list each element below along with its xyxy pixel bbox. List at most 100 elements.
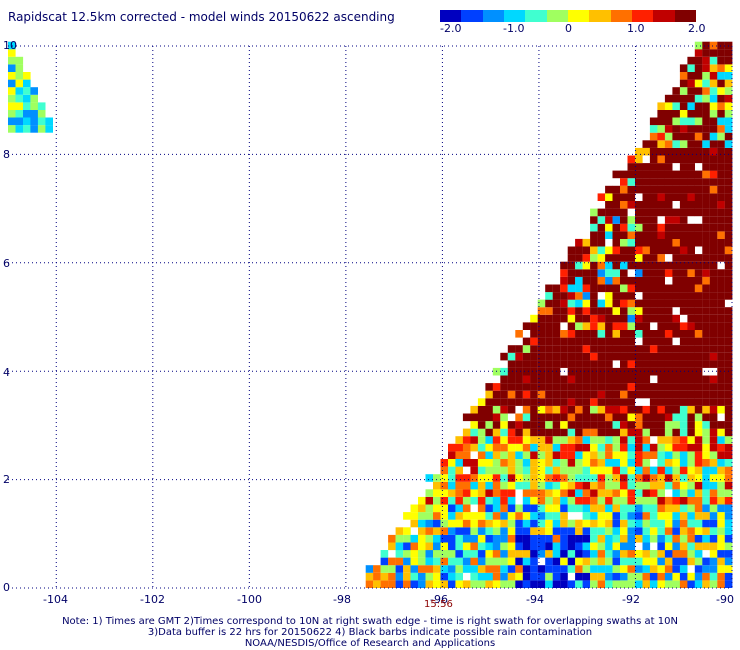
wind-cell [515, 459, 523, 467]
wind-cell [15, 109, 24, 118]
wind-cell [440, 527, 449, 535]
wind-cell [687, 238, 695, 247]
wind-cell [672, 170, 680, 179]
wind-cell [552, 443, 561, 452]
wind-cell [724, 216, 733, 224]
wind-cell [672, 512, 680, 520]
wind-cell [649, 504, 658, 513]
wind-cell [702, 246, 710, 255]
wind-cell [560, 375, 568, 384]
wind-cell [717, 443, 725, 452]
wind-cell [702, 269, 710, 277]
wind-cell [537, 504, 546, 513]
wind-cell [687, 345, 695, 353]
wind-cell [597, 254, 606, 262]
wind-cell [717, 557, 725, 566]
wind-cell [672, 360, 680, 368]
wind-cell [679, 519, 688, 528]
wind-cell [702, 580, 710, 588]
wind-cell [597, 269, 606, 277]
wind-cell [455, 496, 463, 505]
wind-cell [507, 405, 516, 414]
wind-cell [433, 572, 441, 581]
wind-cell [702, 125, 710, 133]
wind-cell [575, 345, 583, 353]
wind-cell [657, 542, 665, 551]
wind-cell [590, 307, 598, 315]
wind-cell [642, 261, 651, 270]
wind-cell [462, 436, 471, 444]
wind-cell [649, 246, 658, 255]
wind-cell [664, 185, 673, 194]
wind-cell [627, 459, 636, 467]
wind-cell [515, 360, 523, 368]
wind-cell [672, 352, 680, 361]
wind-cell [597, 428, 606, 437]
wind-cell [672, 481, 680, 490]
wind-cell [657, 398, 665, 406]
wind-cell [724, 201, 733, 209]
wind-cell [694, 132, 703, 141]
wind-cell [537, 428, 546, 437]
wind-cell [702, 117, 710, 126]
wind-cell [530, 322, 538, 330]
wind-cell [582, 314, 591, 323]
wind-cell [612, 390, 621, 399]
wind-cell [560, 527, 568, 535]
wind-cell [657, 413, 665, 422]
wind-cell [657, 421, 665, 429]
wind-cell [657, 405, 665, 414]
wind-cell [485, 421, 493, 429]
wind-cell [410, 572, 419, 581]
wind-cell [635, 352, 643, 361]
wind-cell [642, 223, 651, 232]
wind-cell [590, 246, 598, 255]
wind-cell [702, 147, 710, 156]
wind-cell [418, 572, 426, 581]
wind-cell [679, 481, 688, 490]
wind-cell [620, 496, 628, 505]
wind-cell [455, 451, 463, 459]
wind-cell [709, 481, 718, 490]
wind-cell [635, 428, 643, 437]
wind-cell [582, 246, 591, 255]
wind-cell [702, 565, 710, 573]
wind-cell [567, 428, 576, 437]
wind-cell [627, 223, 636, 232]
wind-cell [672, 299, 680, 308]
wind-cell [462, 534, 471, 543]
wind-cell [709, 178, 718, 186]
wind-cell [642, 580, 651, 588]
wind-cell [679, 79, 688, 88]
wind-cell [567, 345, 576, 353]
wind-cell [560, 474, 568, 482]
wind-cell [702, 140, 710, 148]
wind-cell [37, 125, 46, 133]
wind-cell [657, 557, 665, 566]
wind-cell [702, 421, 710, 429]
wind-cell [575, 330, 583, 338]
wind-cell [627, 580, 636, 588]
wind-cell [635, 481, 643, 490]
wind-cell [635, 284, 643, 293]
colorbar-tick: 1.0 [627, 22, 645, 35]
wind-cell [605, 352, 613, 361]
wind-cell [702, 436, 710, 444]
wind-cell [552, 383, 561, 391]
wind-cell [575, 292, 583, 300]
wind-cell [522, 383, 531, 391]
wind-cell [507, 481, 516, 490]
wind-cell [590, 481, 598, 490]
wind-cell [642, 512, 651, 520]
lon-tick: -92 [622, 593, 640, 606]
wind-cell [664, 216, 673, 224]
wind-cell [403, 550, 411, 558]
wind-cell [635, 550, 643, 558]
wind-cell [605, 398, 613, 406]
wind-cell [649, 330, 658, 338]
wind-cell [545, 580, 553, 588]
wind-cell [709, 330, 718, 338]
wind-cell [679, 201, 688, 209]
wind-cell [694, 102, 703, 110]
wind-cell [702, 330, 710, 338]
